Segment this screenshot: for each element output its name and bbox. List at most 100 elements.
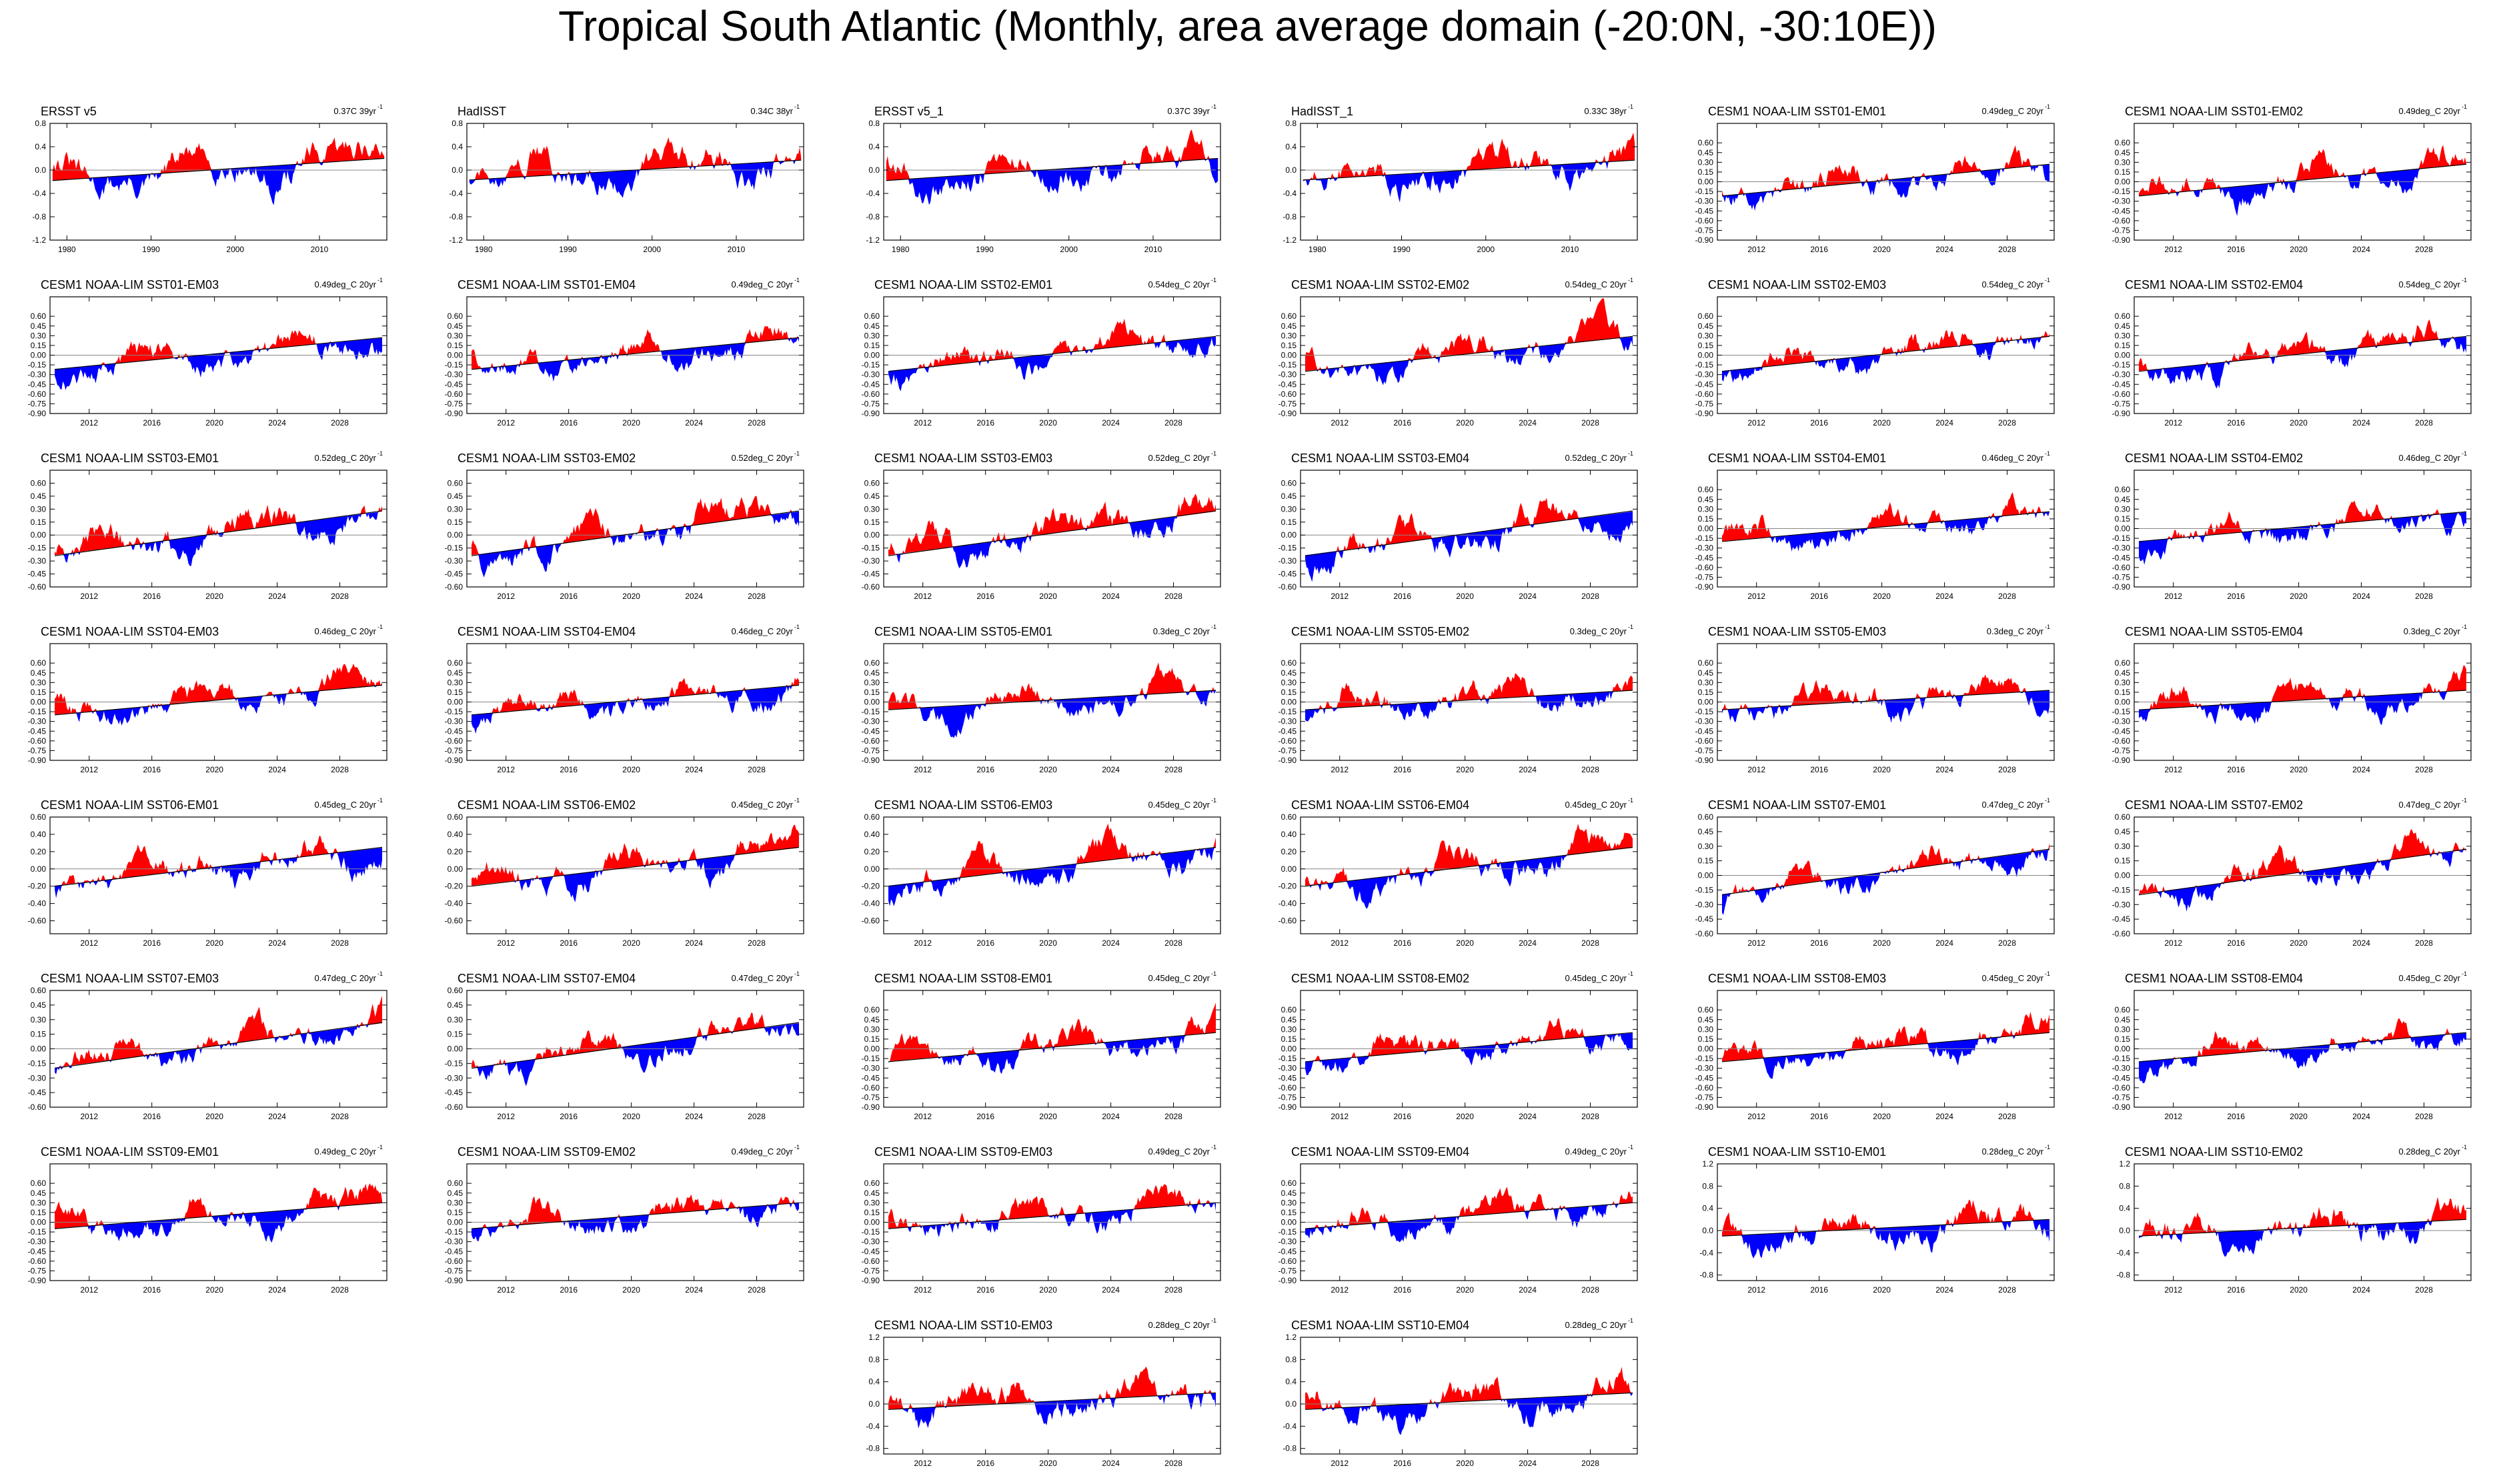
- y-tick-label: -0.60: [2112, 736, 2131, 746]
- trend-line: [471, 1022, 800, 1069]
- panel-title: HadISST: [458, 105, 506, 118]
- x-tick-label: 2024: [1519, 592, 1537, 601]
- x-tick-label: 2024: [1102, 1285, 1120, 1295]
- y-tick-label: 0.20: [31, 847, 47, 856]
- y-tick-label: -0.20: [862, 882, 880, 891]
- panel-2: HadISST 0.34C 38yr -1 0.8 0.4 0.0 -0.4 -0.8 -1.2…: [449, 103, 804, 254]
- y-tick-label: 0.30: [31, 678, 47, 687]
- y-tick-label: -0.30: [1279, 717, 1297, 726]
- x-tick-label: 2016: [1810, 592, 1828, 601]
- trend-line: [1721, 335, 2050, 372]
- x-tick-label: 2028: [1164, 1112, 1182, 1121]
- panel-41: CESM1 NOAA-LIM SST10-EM01 0.28deg_C 20yr -…: [1699, 1144, 2055, 1295]
- x-tick-label: 2016: [1810, 245, 1828, 254]
- y-tick-label: -0.15: [1695, 360, 1714, 369]
- y-tick-label: -0.60: [28, 1102, 47, 1112]
- y-tick-label: 0.30: [448, 678, 464, 687]
- panel-title: CESM1 NOAA-LIM SST03-EM03: [874, 452, 1052, 465]
- x-tick-label: 2028: [2415, 1285, 2433, 1295]
- trend-label-exponent: -1: [794, 797, 800, 804]
- x-tick-label: 2012: [914, 1285, 932, 1295]
- y-tick-label: 0.00: [448, 530, 464, 540]
- y-tick-label: 0.00: [2115, 524, 2131, 534]
- y-tick-label: 0.45: [864, 668, 880, 678]
- y-tick-label: 1.2: [2119, 1159, 2130, 1169]
- y-tick-label: -0.45: [1279, 380, 1297, 389]
- panel-29: CESM1 NOAA-LIM SST07-EM01 0.47deg_C 20yr -…: [1695, 797, 2055, 948]
- y-tick-label: 0.30: [1698, 504, 1714, 514]
- x-tick-label: 2028: [1998, 1285, 2016, 1295]
- x-tick-label: 2028: [1164, 592, 1182, 601]
- x-tick-label: 2020: [1039, 418, 1057, 428]
- x-tick-label: 2000: [226, 245, 244, 254]
- y-tick-label: -0.45: [1695, 1073, 1714, 1082]
- trend-line: [888, 690, 1216, 710]
- x-tick-label: 2024: [685, 1112, 703, 1121]
- y-tick-label: -0.60: [445, 1257, 464, 1266]
- y-tick-label: 1.2: [1285, 1333, 1297, 1342]
- x-tick-label: 2024: [1935, 1285, 1953, 1295]
- y-tick-label: 0.60: [2115, 311, 2131, 321]
- y-tick-label: 0.15: [448, 1208, 464, 1217]
- trend-label: 0.49deg_C 20yr: [314, 279, 376, 289]
- trend-label-exponent: -1: [2045, 797, 2050, 804]
- y-tick-label: -0.30: [1279, 556, 1297, 566]
- trend-label-exponent: -1: [377, 103, 383, 110]
- x-tick-label: 2016: [560, 592, 578, 601]
- positive-anomaly-area: [2139, 145, 2466, 196]
- x-tick-label: 2028: [331, 1112, 349, 1121]
- positive-anomaly-area: [472, 824, 799, 886]
- trend-line: [2139, 1219, 2466, 1237]
- x-tick-label: 2020: [2290, 1285, 2308, 1295]
- trend-label-exponent: -1: [377, 277, 383, 283]
- positive-anomaly-area: [888, 662, 1216, 710]
- x-tick-label: 2028: [1998, 765, 2016, 774]
- negative-anomaly-area: [472, 685, 799, 734]
- panel-19: CESM1 NOAA-LIM SST04-EM03 0.46deg_C 20yr -…: [28, 624, 387, 774]
- panel-title: CESM1 NOAA-LIM SST05-EM04: [2125, 625, 2303, 638]
- x-tick-label: 2016: [976, 1112, 994, 1121]
- x-tick-label: 2020: [205, 592, 223, 601]
- y-tick-label: 0.45: [2115, 321, 2131, 331]
- y-tick-label: 0.00: [1698, 351, 1714, 360]
- x-tick-label: 1990: [976, 245, 994, 254]
- y-tick-label: 0.60: [2115, 812, 2131, 822]
- x-tick-label: 2020: [1873, 418, 1891, 428]
- panel-43: CESM1 NOAA-LIM SST10-EM03 0.28deg_C 20yr -…: [866, 1317, 1221, 1468]
- panel-30: CESM1 NOAA-LIM SST07-EM02 0.47deg_C 20yr -…: [2112, 797, 2472, 948]
- y-tick-label: 0.4: [1702, 1204, 1713, 1213]
- x-tick-label: 2020: [622, 418, 640, 428]
- y-tick-label: 0.00: [864, 698, 880, 707]
- trend-line: [888, 1032, 1216, 1062]
- x-tick-label: 2028: [2415, 765, 2433, 774]
- y-tick-label: 0.00: [1281, 1218, 1297, 1227]
- y-tick-label: 0.40: [864, 830, 880, 839]
- x-tick-label: 2020: [205, 1112, 223, 1121]
- x-tick-label: 2012: [80, 592, 98, 601]
- x-tick-label: 2028: [2415, 418, 2433, 428]
- y-tick-label: 0.8: [1702, 1181, 1713, 1191]
- x-tick-label: 2010: [311, 245, 329, 254]
- x-tick-label: 2016: [2227, 592, 2245, 601]
- y-tick-label: 0.15: [31, 1208, 47, 1217]
- y-tick-label: -0.45: [445, 570, 464, 579]
- trend-line: [1305, 510, 1633, 556]
- x-tick-label: 2012: [1331, 1459, 1349, 1468]
- positive-anomaly-area: [1305, 297, 1633, 372]
- positive-anomaly-area: [2139, 319, 2466, 372]
- panel-title: CESM1 NOAA-LIM SST01-EM04: [458, 278, 636, 291]
- trend-label-exponent: -1: [1628, 103, 1633, 110]
- x-tick-label: 2012: [2164, 1112, 2182, 1121]
- x-tick-label: 2024: [268, 592, 286, 601]
- y-tick-label: 0.60: [448, 311, 464, 321]
- trend-line: [471, 684, 800, 716]
- y-tick-label: -0.4: [866, 1421, 880, 1431]
- trend-label-exponent: -1: [2045, 450, 2050, 457]
- x-tick-label: 2012: [1747, 245, 1765, 254]
- panel-title: CESM1 NOAA-LIM SST01-EM02: [2125, 105, 2303, 118]
- y-tick-label: 0.4: [868, 1377, 880, 1387]
- x-tick-label: 2012: [1747, 418, 1765, 428]
- panel-33: CESM1 NOAA-LIM SST08-EM01 0.45deg_C 20yr -…: [862, 970, 1221, 1121]
- x-tick-label: 2024: [1935, 592, 1953, 601]
- y-tick-label: -0.60: [862, 736, 880, 746]
